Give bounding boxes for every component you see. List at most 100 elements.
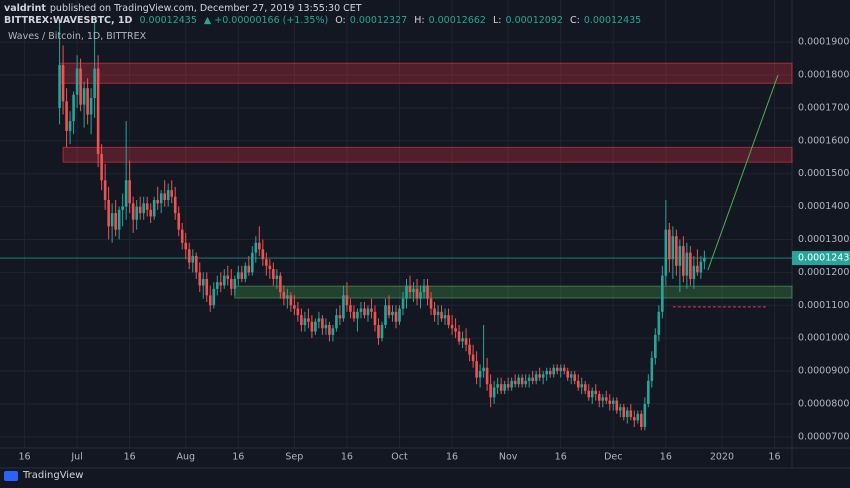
y-tick-label: 0.00007000 xyxy=(798,431,850,442)
candle-body xyxy=(661,275,664,312)
candle-body xyxy=(170,190,174,197)
candle-body xyxy=(222,275,226,286)
candle-body xyxy=(468,344,471,355)
candle-body xyxy=(244,265,247,279)
candle-body xyxy=(496,384,499,388)
ohlc-value: 0.00012327 xyxy=(349,15,408,26)
candle-body xyxy=(307,318,310,322)
zone xyxy=(59,62,793,84)
candle-body xyxy=(566,371,570,378)
x-tick-label: Jul xyxy=(70,452,82,463)
published: published on TradingView.com, December 2… xyxy=(49,3,362,14)
candle-body xyxy=(261,249,265,260)
candle-body xyxy=(604,397,608,401)
y-tick-label: 0.00016000 xyxy=(798,135,850,146)
candle-body xyxy=(233,278,237,289)
candle-body xyxy=(590,390,594,398)
candle-body xyxy=(506,384,510,388)
candle-body xyxy=(510,380,513,388)
candle-body xyxy=(65,101,68,131)
x-tick-label: 16 xyxy=(768,452,780,463)
candle-body xyxy=(408,285,412,293)
candle-body xyxy=(478,371,482,378)
candle-body xyxy=(583,384,587,391)
candle-body xyxy=(145,203,149,210)
candle-body xyxy=(569,374,573,378)
candle-body xyxy=(237,272,240,279)
author[interactable]: valdrint xyxy=(4,3,46,14)
candle-body xyxy=(314,321,317,332)
y-tick-label: 0.00013000 xyxy=(798,234,850,245)
candle-body xyxy=(643,403,647,427)
candle-body xyxy=(247,265,251,273)
candle-body xyxy=(72,94,75,122)
candle-body xyxy=(268,265,272,270)
candle-body xyxy=(671,236,675,260)
candle-body xyxy=(527,377,531,381)
x-tick-label: Aug xyxy=(176,452,195,463)
candle-body xyxy=(675,236,678,266)
candle-body xyxy=(100,153,103,181)
candle-body xyxy=(664,229,668,276)
ohlc-value: 0.00012092 xyxy=(505,15,563,26)
x-tick-label: 2020 xyxy=(710,452,734,463)
candle-body xyxy=(415,288,419,299)
candle-body xyxy=(517,377,520,385)
candle-body xyxy=(356,311,359,319)
symbol-line: BITTREX:WAVESBTC, 1D 0.00012435 ▲ +0.000… xyxy=(4,15,645,26)
y-tick-label: 0.00018000 xyxy=(798,70,850,81)
candle-body xyxy=(184,242,188,250)
candle-body xyxy=(499,384,503,391)
candle-body xyxy=(513,380,517,385)
candle-body xyxy=(198,272,202,286)
candle-body xyxy=(135,206,138,220)
candle-body xyxy=(450,324,454,329)
candle-body xyxy=(534,374,538,381)
candle-body xyxy=(387,305,391,316)
change: ▲ +0.00000166 (+1.35%) xyxy=(203,15,329,26)
candle-body xyxy=(254,242,258,253)
candle-body xyxy=(447,315,450,325)
candle-body xyxy=(117,209,121,230)
candle-body xyxy=(608,400,612,404)
candle-body xyxy=(419,292,422,299)
candle-body xyxy=(391,311,394,316)
y-tick-label: 0.00012000 xyxy=(798,267,850,278)
candle-body xyxy=(629,410,633,418)
candle-body xyxy=(226,275,230,279)
candle-body xyxy=(555,367,559,372)
candle-body xyxy=(422,285,426,293)
candle-body xyxy=(201,278,205,286)
candle-body xyxy=(152,200,156,217)
trend-line xyxy=(707,74,779,271)
y-tick-label: 0.00008000 xyxy=(798,398,850,409)
candle-body xyxy=(636,413,640,421)
candle-body xyxy=(464,338,468,345)
candle-body xyxy=(433,308,436,316)
candle-body xyxy=(524,380,527,385)
candle-body xyxy=(359,308,363,312)
candle-body xyxy=(107,200,110,227)
candle-body xyxy=(398,308,401,322)
candle-body xyxy=(121,206,124,210)
candle-body xyxy=(303,318,307,325)
candle-body xyxy=(633,417,636,421)
candle-body xyxy=(131,203,135,220)
candle-body xyxy=(331,328,335,335)
ohlc-label: O: xyxy=(335,15,346,26)
candle-body xyxy=(454,328,457,332)
candle-body xyxy=(475,361,478,378)
candle-body xyxy=(194,255,198,273)
candle-body xyxy=(296,308,300,316)
logo xyxy=(4,470,18,481)
candle-body xyxy=(219,282,223,286)
footer[interactable]: TradingView xyxy=(4,470,83,481)
candle-body xyxy=(580,384,584,388)
candle-body xyxy=(615,400,619,411)
candle-body xyxy=(215,282,219,289)
candle-body xyxy=(685,252,689,276)
candle-body xyxy=(405,285,408,299)
candle-body xyxy=(86,88,89,115)
candle-body xyxy=(594,390,598,395)
candle-body xyxy=(541,374,545,378)
